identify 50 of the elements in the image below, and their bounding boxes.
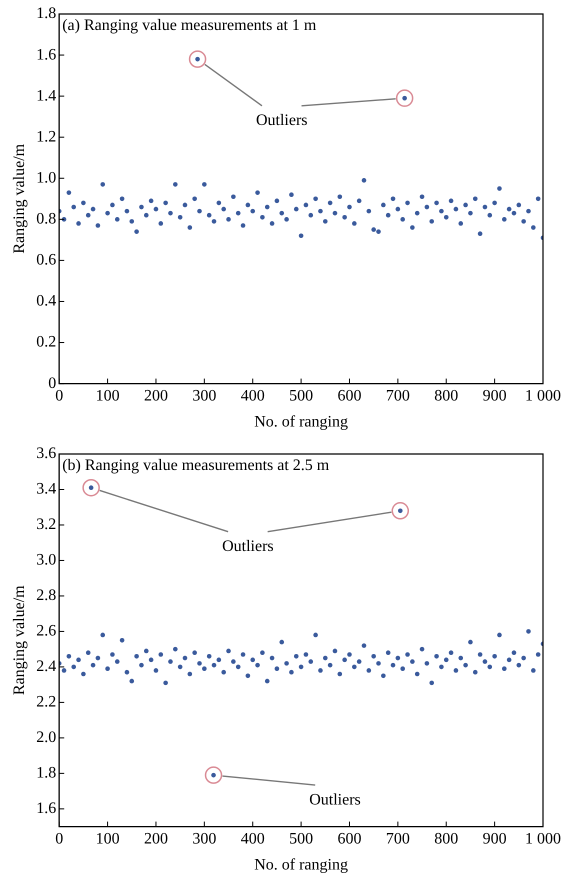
y-tick-label: 2.6	[36, 622, 56, 640]
y-tick-label: 1.6	[36, 800, 56, 818]
chart-title: (a) Ranging value measurements at 1 m	[62, 17, 317, 34]
y-tick-label: 1.2	[36, 128, 56, 146]
x-tick-label: 800	[434, 830, 458, 848]
x-tick-label: 700	[386, 830, 410, 848]
y-tick-label: 3.2	[36, 516, 56, 534]
x-tick-label: 1 000	[525, 830, 561, 848]
y-tick-label: 1.6	[36, 46, 56, 64]
x-tick-label: 500	[289, 830, 314, 848]
y-tick-label: 1.0	[36, 169, 56, 186]
x-tick-label: 800	[434, 387, 458, 404]
y-tick-label: 0.8	[36, 210, 56, 228]
x-tick-label: 200	[144, 387, 168, 404]
y-axis-title: Ranging value/m	[10, 143, 28, 254]
x-tick-label: 600	[337, 830, 362, 848]
annotation: Outliers	[309, 791, 361, 808]
annotation: Outliers	[222, 538, 274, 555]
x-tick-label: 200	[144, 830, 168, 848]
y-tick-label: 0.6	[36, 252, 56, 269]
x-tick-label: 400	[240, 387, 265, 404]
y-tick-label: 1.8	[36, 764, 56, 782]
x-tick-label: 900	[482, 830, 507, 848]
x-tick-label: 900	[482, 387, 507, 404]
y-tick-label: 1.4	[36, 87, 56, 104]
annotation: Outliers	[256, 112, 308, 129]
y-tick-label: 2.2	[36, 694, 56, 711]
y-tick-label: 3.0	[36, 552, 56, 569]
x-tick-label: 300	[192, 830, 216, 848]
x-tick-label: 100	[96, 387, 120, 404]
x-tick-label: 400	[240, 830, 265, 848]
x-tick-label: 100	[96, 830, 120, 848]
x-tick-label: 600	[337, 387, 362, 404]
y-tick-label: 2.0	[36, 729, 56, 746]
y-axis-title: Ranging value/m	[10, 584, 28, 696]
x-tick-label: 500	[289, 387, 314, 404]
y-tick-label: 2.4	[36, 658, 56, 676]
x-tick-label: 1 000	[525, 387, 561, 404]
y-tick-label: 0	[48, 374, 56, 392]
y-tick-label: 0.2	[36, 334, 56, 351]
x-tick-label: 300	[192, 387, 216, 404]
x-axis-title: No. of ranging	[254, 856, 348, 874]
x-axis-title: No. of ranging	[254, 414, 348, 431]
y-tick-label: 2.8	[36, 587, 56, 604]
x-tick-label: 700	[386, 387, 410, 404]
chart-title: (b) Ranging value measurements at 2.5 m	[62, 457, 330, 474]
y-tick-label: 3.4	[36, 480, 56, 498]
y-tick-label: 0.4	[36, 292, 56, 310]
y-tick-label: 1.8	[36, 5, 56, 22]
y-tick-label: 3.6	[36, 445, 56, 462]
